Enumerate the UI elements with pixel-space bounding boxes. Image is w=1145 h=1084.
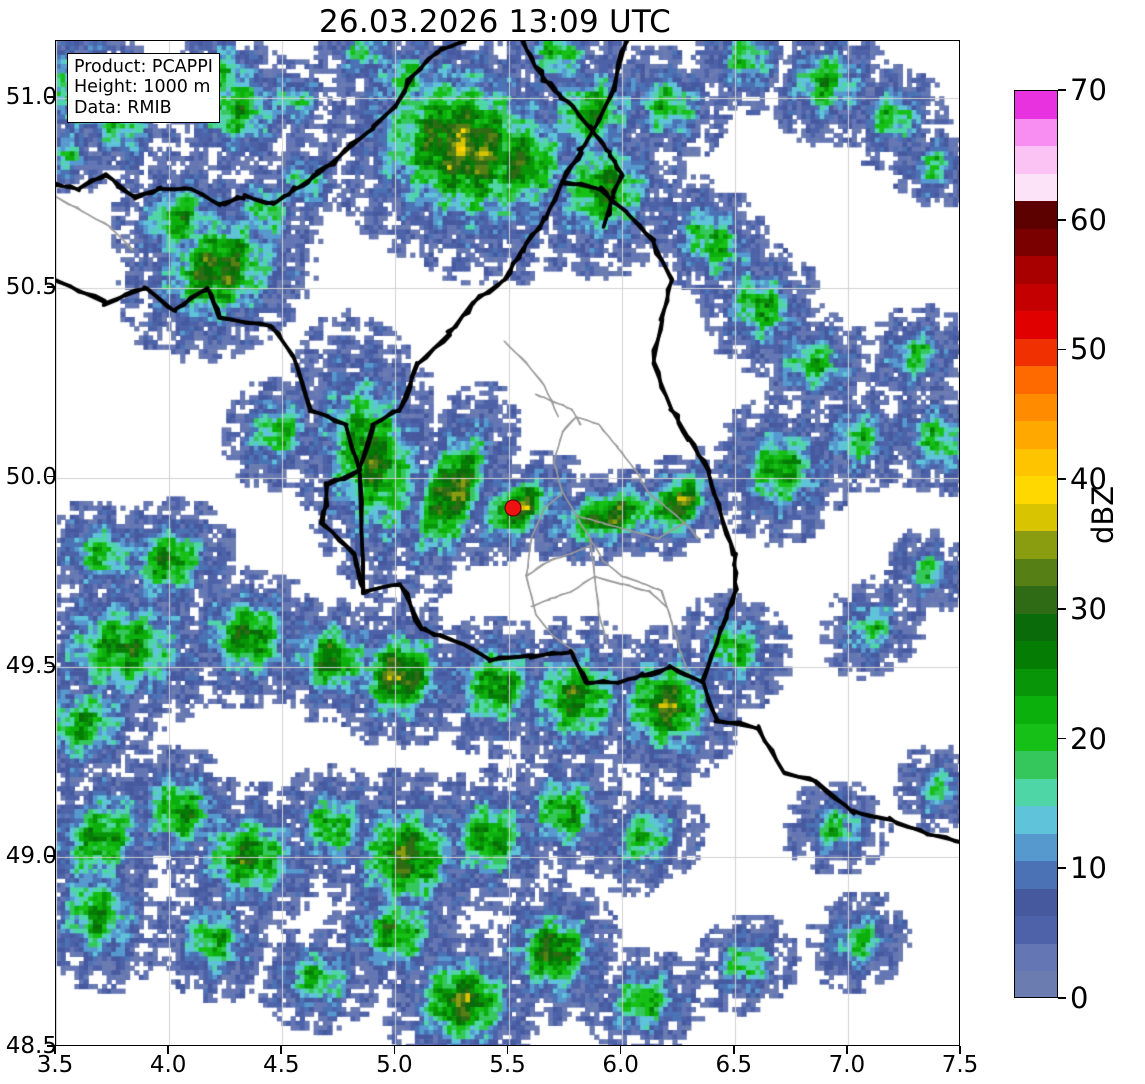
colorbar-band	[1015, 393, 1057, 421]
colorbar-tick-mark	[1058, 218, 1066, 221]
colorbar-tick-mark	[1058, 867, 1066, 870]
colorbar-band	[1015, 311, 1057, 339]
colorbar-tick-label: 30	[1070, 591, 1107, 626]
info-product-line: Product: PCAPPI	[74, 57, 213, 77]
colorbar-tick-mark	[1058, 348, 1066, 351]
x-axis-tick-mark	[167, 1046, 169, 1054]
x-axis-tick-mark	[393, 1046, 396, 1054]
colorbar-tick-label: 60	[1070, 202, 1107, 237]
colorbar-band	[1015, 613, 1057, 641]
colorbar-band	[1015, 421, 1057, 449]
colorbar-tick-label: 10	[1070, 851, 1107, 886]
colorbar-tick-label: 50	[1070, 332, 1107, 367]
colorbar-tick-mark	[1058, 997, 1066, 999]
radar-site-marker[interactable]	[504, 499, 522, 517]
colorbar-band	[1015, 448, 1057, 476]
colorbar-band	[1015, 861, 1057, 889]
dbz-colorbar	[1014, 90, 1058, 998]
y-axis-tick-mark	[47, 96, 55, 98]
x-axis-tick-mark	[54, 1046, 56, 1054]
colorbar-axis-label: dBZ	[1086, 485, 1120, 544]
colorbar-band	[1015, 146, 1057, 174]
colorbar-tick-label: 70	[1070, 73, 1107, 107]
colorbar-band	[1015, 888, 1057, 916]
colorbar-band	[1015, 833, 1057, 861]
colorbar-band	[1015, 778, 1057, 806]
x-axis-tick-label: 7.0	[828, 1052, 866, 1078]
x-axis-tick-label: 4.0	[149, 1052, 187, 1078]
product-info-box: Product: PCAPPI Height: 1000 m Data: RMI…	[67, 53, 220, 123]
colorbar-band	[1015, 586, 1057, 614]
colorbar-band	[1015, 943, 1057, 971]
colorbar-band	[1015, 338, 1057, 366]
colorbar-band	[1015, 558, 1057, 586]
x-axis-tick-label: 4.5	[262, 1052, 300, 1078]
page-title: 26.03.2026 13:09 UTC	[319, 4, 671, 40]
colorbar-tick-label: 0	[1070, 981, 1089, 1015]
colorbar-band	[1015, 806, 1057, 834]
colorbar-tick-mark	[1058, 608, 1066, 610]
colorbar-band	[1015, 723, 1057, 751]
colorbar-tick-mark	[1058, 737, 1066, 740]
colorbar-band	[1015, 283, 1057, 311]
colorbar-band	[1015, 641, 1057, 669]
radar-plot-frame: Product: PCAPPI Height: 1000 m Data: RMI…	[55, 40, 960, 1046]
colorbar-band	[1015, 228, 1057, 256]
colorbar-tick-mark	[1058, 89, 1066, 91]
x-axis-tick-mark	[846, 1046, 848, 1054]
y-axis-tick-mark	[47, 475, 55, 478]
colorbar-band	[1015, 476, 1057, 504]
colorbar-band	[1015, 173, 1057, 201]
colorbar-band	[1015, 201, 1057, 229]
x-axis-tick-mark	[619, 1046, 622, 1054]
x-axis-tick-mark	[959, 1046, 961, 1054]
colorbar-tick-mark	[1058, 478, 1066, 480]
colorbar-band	[1015, 91, 1057, 119]
x-axis-tick-label: 5.5	[489, 1052, 526, 1078]
colorbar-band	[1015, 668, 1057, 696]
colorbar-band	[1015, 503, 1057, 531]
y-axis-tick-mark	[47, 285, 55, 288]
colorbar-band	[1015, 118, 1057, 146]
info-height-line: Height: 1000 m	[74, 77, 211, 98]
colorbar-band	[1015, 916, 1057, 944]
y-axis-tick-mark	[47, 855, 55, 857]
x-axis-tick-label: 3.5	[36, 1052, 74, 1078]
colorbar-band	[1015, 366, 1057, 394]
x-axis-tick-mark	[506, 1046, 509, 1054]
y-axis-tick-mark	[47, 665, 55, 668]
colorbar-band	[1015, 256, 1057, 284]
colorbar-tick-label: 40	[1070, 462, 1107, 497]
x-axis-tick-label: 7.5	[941, 1052, 979, 1078]
x-axis-tick-label: 6.5	[715, 1052, 753, 1078]
colorbar-band	[1015, 971, 1057, 997]
info-data-line: Data: RMIB	[74, 97, 172, 118]
x-axis-tick-mark	[732, 1046, 735, 1054]
colorbar-tick-label: 20	[1070, 721, 1107, 756]
y-axis-tick-mark	[47, 1045, 55, 1047]
x-axis-tick-label: 5.0	[376, 1052, 413, 1078]
map-borders-layer	[56, 41, 959, 1045]
x-axis-tick-mark	[280, 1046, 283, 1054]
colorbar-band	[1015, 696, 1057, 724]
x-axis-tick-label: 6.0	[602, 1052, 639, 1078]
colorbar-band	[1015, 751, 1057, 779]
colorbar-band	[1015, 531, 1057, 559]
